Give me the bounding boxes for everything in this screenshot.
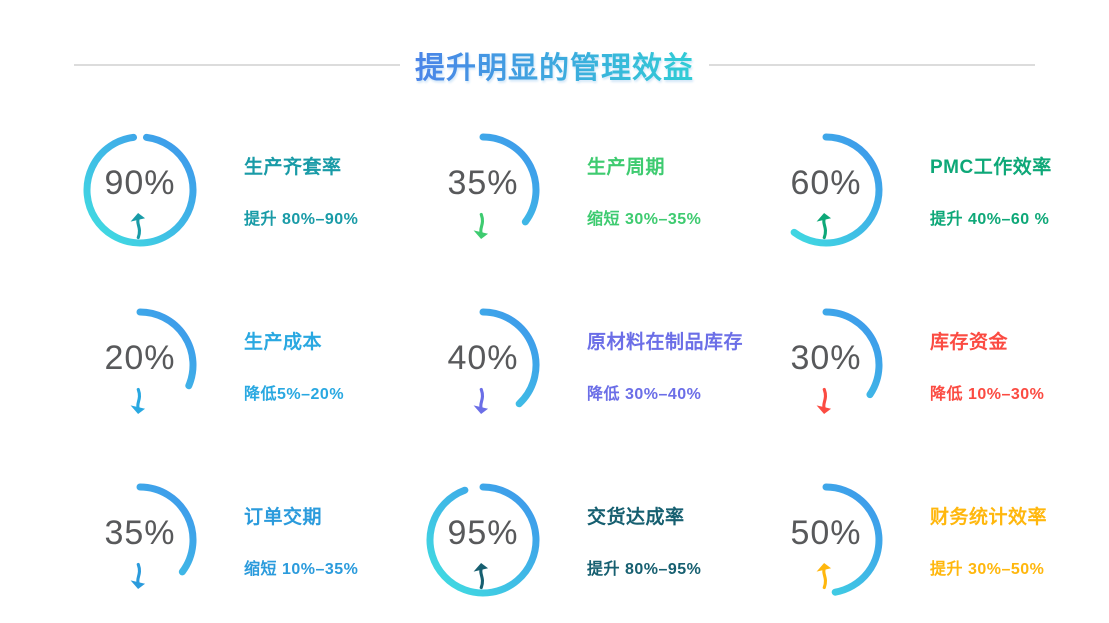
gauge-labels: PMC工作效率 提升 40%–60 %: [930, 152, 1052, 229]
gauge-card-finance-statistics-efficiency: 50% 财务统计效率 提升 30%–50%: [766, 480, 1109, 600]
gauge-ring: [822, 483, 883, 596]
gauge-ring-wrap: 30%: [766, 305, 886, 425]
header-line-right: [709, 64, 1035, 66]
gauge-labels: 财务统计效率 提升 30%–50%: [930, 502, 1047, 579]
gauge-percent: 20%: [104, 339, 176, 377]
gauge-card-production-cost: 20% 生产成本 降低5%–20%: [80, 305, 423, 425]
gauge-labels: 生产周期 缩短 30%–35%: [587, 152, 701, 229]
gauge-title: PMC工作效率: [930, 156, 1052, 178]
gauge-percent: 35%: [104, 514, 176, 552]
trend-down-arrow-icon: [473, 212, 489, 240]
gauge-labels: 交货达成率 提升 80%–95%: [587, 502, 701, 579]
trend-down-arrow-icon: [816, 387, 832, 415]
gauge-ring-wrap: 95%: [423, 480, 543, 600]
gauge-ring: [822, 308, 883, 399]
gauge-ring: [479, 133, 540, 226]
gauge-ring-wrap: 35%: [423, 130, 543, 250]
trend-up-arrow-icon: [130, 212, 146, 240]
gauge-detail: 提升 30%–50%: [930, 560, 1045, 578]
gauge-ring: [136, 483, 197, 576]
gauge-card-pmc-efficiency: 60% PMC工作效率 提升 40%–60 %: [766, 130, 1109, 250]
gauge-ring-wrap: 20%: [80, 305, 200, 425]
gauge-labels: 生产成本 降低5%–20%: [244, 327, 344, 404]
gauge-detail: 降低 10%–30%: [930, 385, 1045, 403]
gauge-ring-wrap: 35%: [80, 480, 200, 600]
gauge-detail: 提升 80%–90%: [244, 210, 359, 228]
gauge-card-order-leadtime: 35% 订单交期 缩短 10%–35%: [80, 480, 423, 600]
gauge-card-production-cycle: 35% 生产周期 缩短 30%–35%: [423, 130, 766, 250]
gauge-title: 生产成本: [244, 331, 323, 353]
gauge-labels: 原材料在制品库存 降低 30%–40%: [587, 327, 743, 404]
gauge-labels: 生产齐套率 提升 80%–90%: [244, 152, 358, 229]
gauge-percent: 95%: [447, 514, 519, 552]
header: 提升明显的管理效益: [74, 44, 1035, 86]
gauge-grid: 90% 生产齐套率 提升 80%–90% 35% 生产周期 缩短 30%–35%: [80, 130, 1109, 600]
gauge-labels: 库存资金 降低 10%–30%: [930, 327, 1044, 404]
trend-up-arrow-icon: [473, 562, 489, 590]
gauge-ring-wrap: 90%: [80, 130, 200, 250]
gauge-title: 生产齐套率: [244, 156, 342, 178]
gauge-title: 原材料在制品库存: [587, 331, 744, 353]
gauge-labels: 订单交期 缩短 10%–35%: [244, 502, 358, 579]
gauge-card-material-wip-inventory: 40% 原材料在制品库存 降低 30%–40%: [423, 305, 766, 425]
gauge-detail: 缩短 10%–35%: [244, 560, 359, 578]
gauge-ring: [83, 133, 197, 247]
header-line-left: [74, 64, 400, 66]
gauge-ring: [136, 308, 197, 390]
gauge-percent: 50%: [790, 514, 862, 552]
trend-up-arrow-icon: [816, 562, 832, 590]
trend-down-arrow-icon: [130, 387, 146, 415]
gauge-title: 交货达成率: [587, 506, 685, 528]
gauge-detail: 降低5%–20%: [244, 385, 345, 403]
gauge-title: 库存资金: [930, 331, 1009, 353]
gauge-card-production-kitting-rate: 90% 生产齐套率 提升 80%–90%: [80, 130, 423, 250]
gauge-card-inventory-capital: 30% 库存资金 降低 10%–30%: [766, 305, 1109, 425]
page-title: 提升明显的管理效益: [415, 43, 694, 87]
trend-down-arrow-icon: [473, 387, 489, 415]
gauge-percent: 35%: [447, 164, 519, 202]
gauge-ring-wrap: 60%: [766, 130, 886, 250]
gauge-detail: 缩短 30%–35%: [587, 210, 702, 228]
gauge-card-delivery-achievement-rate: 95% 交货达成率 提升 80%–95%: [423, 480, 766, 600]
gauge-percent: 30%: [790, 339, 862, 377]
trend-down-arrow-icon: [130, 562, 146, 590]
gauge-detail: 降低 30%–40%: [587, 385, 702, 403]
gauge-title: 生产周期: [587, 156, 666, 178]
gauge-percent: 60%: [790, 164, 862, 202]
gauge-ring-wrap: 40%: [423, 305, 543, 425]
gauge-percent: 90%: [104, 164, 176, 202]
gauge-percent: 40%: [447, 339, 519, 377]
gauge-ring: [426, 483, 540, 597]
gauge-title: 订单交期: [244, 506, 323, 528]
gauge-ring-wrap: 50%: [766, 480, 886, 600]
gauge-detail: 提升 80%–95%: [587, 560, 702, 578]
gauge-title: 财务统计效率: [930, 506, 1048, 528]
gauge-ring: [790, 133, 883, 247]
gauge-ring: [479, 308, 540, 408]
gauge-detail: 提升 40%–60 %: [930, 210, 1050, 228]
trend-up-arrow-icon: [816, 212, 832, 240]
